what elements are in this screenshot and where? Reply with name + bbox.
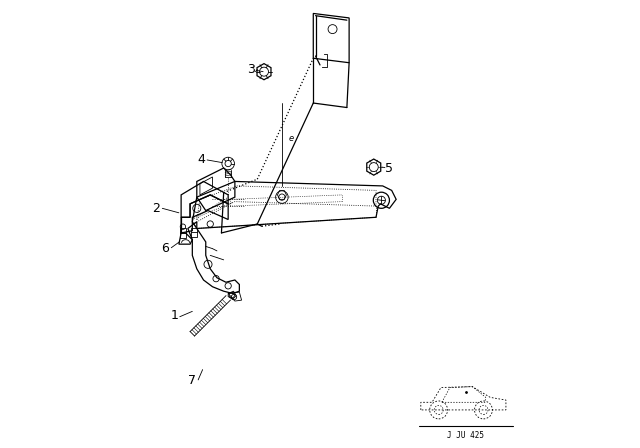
Text: 6: 6 <box>161 242 170 255</box>
Text: 4: 4 <box>197 152 205 166</box>
Text: 1: 1 <box>170 309 179 323</box>
Text: 3: 3 <box>246 63 255 76</box>
Text: e: e <box>288 134 294 143</box>
Text: J JU 425: J JU 425 <box>447 431 484 440</box>
Text: 2: 2 <box>152 202 161 215</box>
Text: 7: 7 <box>188 374 196 388</box>
Text: 5: 5 <box>385 161 394 175</box>
